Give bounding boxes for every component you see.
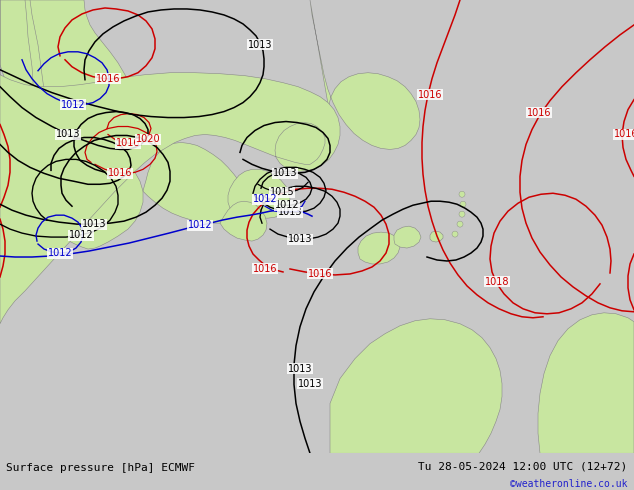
Text: 1013: 1013 <box>273 169 297 178</box>
Text: 1012: 1012 <box>48 248 72 258</box>
Text: Surface pressure [hPa] ECMWF: Surface pressure [hPa] ECMWF <box>6 463 195 473</box>
Polygon shape <box>0 0 143 249</box>
Text: 1013: 1013 <box>278 207 302 217</box>
Polygon shape <box>228 170 290 218</box>
Text: 1016: 1016 <box>418 90 443 99</box>
Text: 1012: 1012 <box>188 220 212 230</box>
Text: 1016: 1016 <box>108 169 133 178</box>
Text: 1016: 1016 <box>116 139 140 148</box>
Circle shape <box>460 201 466 207</box>
Text: 1018: 1018 <box>485 277 509 287</box>
Circle shape <box>459 211 465 217</box>
Text: 1016: 1016 <box>307 269 332 279</box>
Text: 1012: 1012 <box>253 194 277 204</box>
Text: 1013: 1013 <box>82 219 107 229</box>
Text: ©weatheronline.co.uk: ©weatheronline.co.uk <box>510 480 628 490</box>
Polygon shape <box>25 0 45 174</box>
Text: Tu 28-05-2024 12:00 UTC (12+72): Tu 28-05-2024 12:00 UTC (12+72) <box>418 461 628 471</box>
Circle shape <box>452 231 458 237</box>
Polygon shape <box>330 319 502 453</box>
Text: 1013: 1013 <box>298 378 322 389</box>
Text: 1013: 1013 <box>248 40 272 50</box>
Text: 1015: 1015 <box>269 187 294 197</box>
Polygon shape <box>220 201 267 241</box>
Polygon shape <box>430 231 443 242</box>
Text: 1013: 1013 <box>288 364 313 373</box>
Polygon shape <box>394 226 421 248</box>
Circle shape <box>459 191 465 197</box>
Polygon shape <box>358 232 400 264</box>
Text: 1020: 1020 <box>136 134 160 145</box>
Text: 1012: 1012 <box>61 99 86 110</box>
Text: 1016: 1016 <box>96 74 120 84</box>
Polygon shape <box>143 143 248 223</box>
Polygon shape <box>0 0 340 324</box>
Text: 1016: 1016 <box>527 108 551 118</box>
Text: 1016: 1016 <box>614 129 634 140</box>
Polygon shape <box>538 313 634 453</box>
Circle shape <box>457 221 463 227</box>
Text: 1016: 1016 <box>253 264 277 274</box>
Text: 1012: 1012 <box>68 230 93 240</box>
Text: 1013: 1013 <box>56 129 81 140</box>
Text: 1012: 1012 <box>275 200 299 210</box>
Polygon shape <box>310 0 420 149</box>
Text: 1013: 1013 <box>288 234 313 244</box>
